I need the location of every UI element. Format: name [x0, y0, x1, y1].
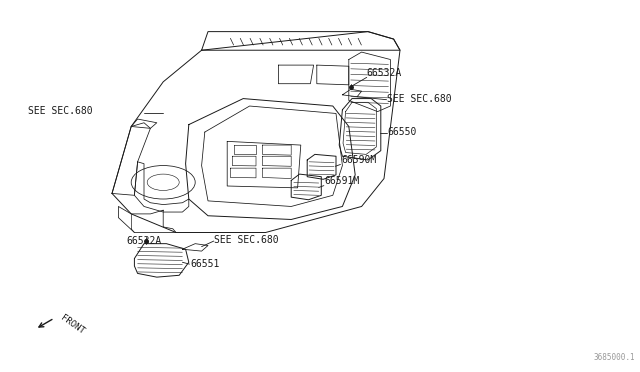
Text: 3685000.1: 3685000.1 — [593, 353, 635, 362]
Text: 66550: 66550 — [387, 127, 417, 137]
Text: 66532A: 66532A — [367, 68, 402, 77]
Text: 66532A: 66532A — [127, 236, 162, 246]
Text: 66551: 66551 — [191, 259, 220, 269]
Text: 66590M: 66590M — [341, 155, 376, 165]
Text: 66591M: 66591M — [324, 176, 360, 186]
Text: SEE SEC.680: SEE SEC.680 — [214, 235, 279, 245]
Text: SEE SEC.680: SEE SEC.680 — [387, 94, 452, 103]
Text: FRONT: FRONT — [59, 314, 86, 336]
Text: SEE SEC.680: SEE SEC.680 — [28, 106, 93, 116]
